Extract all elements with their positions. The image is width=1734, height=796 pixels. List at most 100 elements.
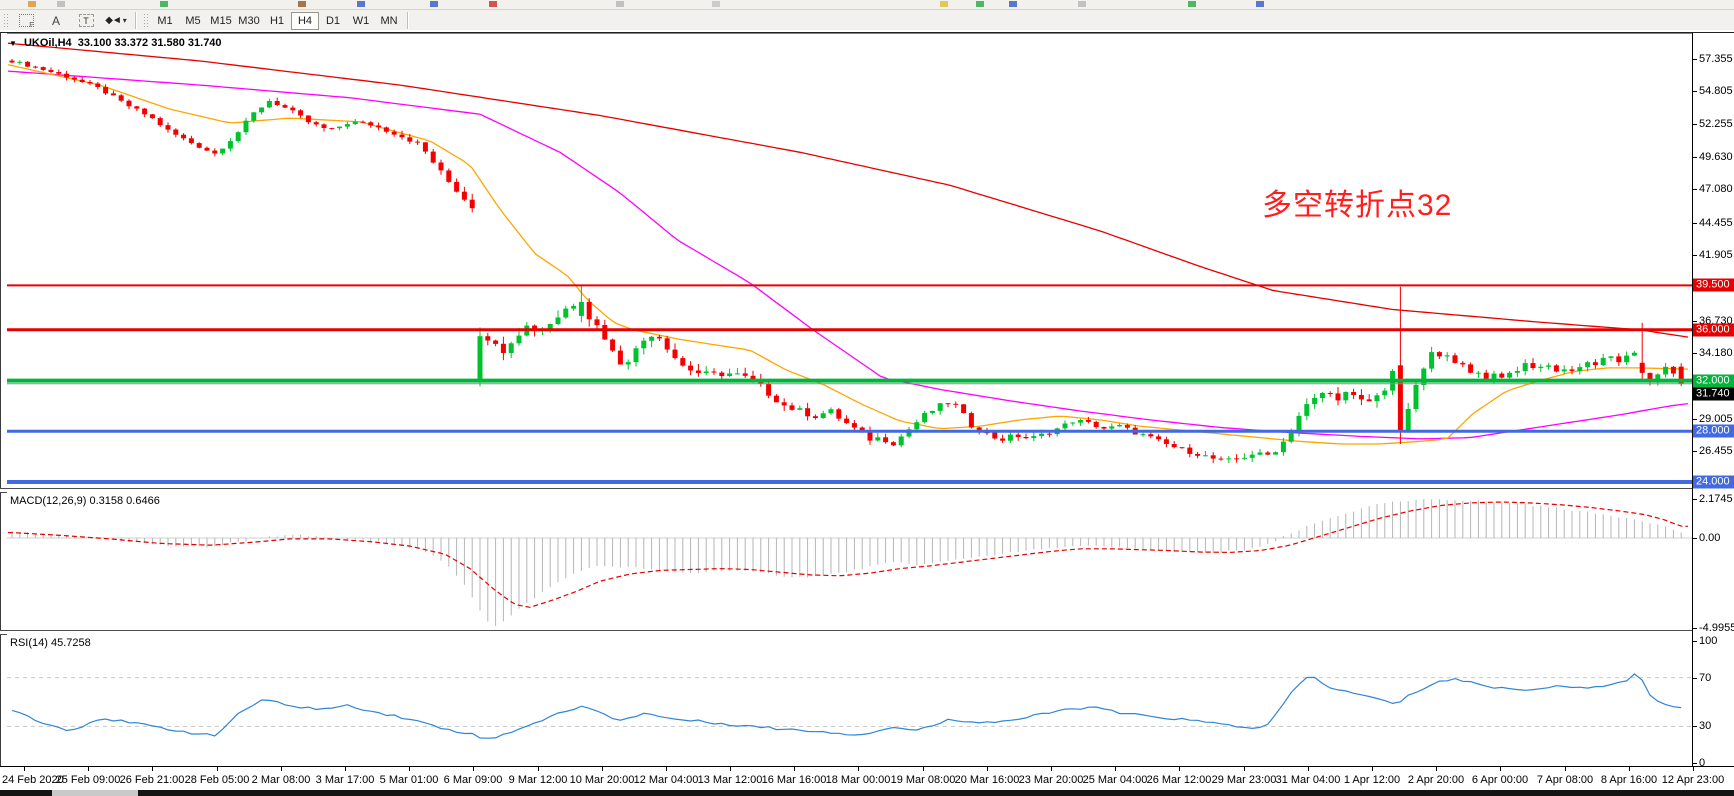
chart-annotation-text[interactable]: 多空转折点32 bbox=[1262, 189, 1453, 222]
price-badge: 36.000 bbox=[1693, 323, 1734, 337]
time-tick-mark bbox=[666, 767, 667, 771]
price-tick-mark bbox=[1693, 321, 1697, 322]
time-tick-mark bbox=[1693, 767, 1694, 771]
price-tick-mark bbox=[1693, 124, 1697, 125]
time-tick-mark bbox=[1565, 767, 1566, 771]
ohlc-values: 33.100 33.372 31.580 31.740 bbox=[77, 37, 222, 49]
clipped-icon bbox=[616, 1, 624, 7]
clipped-icon bbox=[1078, 1, 1086, 7]
price-badge: 24.000 bbox=[1693, 475, 1734, 489]
time-label: 20 Mar 16:00 bbox=[954, 774, 1020, 786]
price-tick-mark bbox=[1693, 451, 1697, 452]
time-label: 19 Mar 08:00 bbox=[890, 774, 956, 786]
timeframe-button-h1[interactable]: H1 bbox=[269, 14, 285, 27]
time-tick-mark bbox=[1051, 767, 1052, 771]
time-label: 28 Feb 05:00 bbox=[184, 774, 250, 786]
clipped-icon bbox=[1009, 1, 1017, 7]
timeframe-button-h4[interactable]: H4 bbox=[291, 11, 319, 30]
time-tick-mark bbox=[217, 767, 218, 771]
price-tick-mark bbox=[1693, 59, 1697, 60]
price-badge: 32.000 bbox=[1693, 374, 1734, 388]
bottom-edge-segment bbox=[52, 790, 138, 796]
rsi-tick-mark bbox=[1693, 726, 1697, 727]
price-tick-label: 47.080 bbox=[1699, 183, 1733, 195]
macd-tick-mark bbox=[1693, 628, 1697, 629]
text-label-tool-button[interactable]: T bbox=[71, 11, 101, 30]
time-label: 25 Mar 04:00 bbox=[1082, 774, 1148, 786]
timeframe-button-d1[interactable]: D1 bbox=[325, 14, 341, 27]
clipped-icon bbox=[430, 1, 438, 7]
rsi-axis-label: 70 bbox=[1699, 672, 1712, 684]
time-label: 1 Apr 12:00 bbox=[1343, 774, 1401, 786]
time-label: 29 Mar 23:00 bbox=[1211, 774, 1277, 786]
chart-title[interactable]: ▼ UKOil,H4 33.100 33.372 31.580 31.740 bbox=[9, 37, 222, 49]
time-label: 31 Mar 04:00 bbox=[1275, 774, 1341, 786]
macd-axis-label: 0.00 bbox=[1699, 532, 1721, 544]
clipped-icon bbox=[712, 1, 720, 7]
time-tick-mark bbox=[1629, 767, 1630, 771]
clipped-icon bbox=[28, 1, 36, 7]
toolbar-separator bbox=[407, 12, 408, 29]
shapes-tool-button[interactable]: ◆◄ ▾ bbox=[101, 11, 131, 30]
chart-area: ▼ UKOil,H4 33.100 33.372 31.580 31.740 多… bbox=[0, 30, 1734, 791]
time-label: 25 Feb 09:00 bbox=[55, 774, 121, 786]
timeframe-button-m30[interactable]: M30 bbox=[238, 14, 260, 27]
time-label: 12 Apr 23:00 bbox=[1661, 774, 1725, 786]
text-label-icon: T bbox=[78, 14, 94, 27]
price-badge: 31.740 bbox=[1693, 387, 1734, 401]
timeframe-button-m5[interactable]: M5 bbox=[185, 14, 201, 27]
rsi-panel[interactable] bbox=[7, 633, 1692, 766]
rsi-axis-label: 0 bbox=[1699, 757, 1706, 769]
rsi-axis-label: 30 bbox=[1699, 720, 1712, 732]
clipped-icon bbox=[489, 1, 497, 7]
timeframe-button-w1[interactable]: W1 bbox=[352, 14, 370, 27]
rsi-indicator-label: RSI(14) 45.7258 bbox=[10, 637, 91, 649]
price-tick-mark bbox=[1693, 189, 1697, 190]
time-tick-mark bbox=[1179, 767, 1180, 771]
time-label: 8 Apr 16:00 bbox=[1600, 774, 1658, 786]
time-label: 2 Mar 08:00 bbox=[251, 774, 311, 786]
timeframe-button-group: M1 M5 M15 M30 H1 H4 D1 W1 MN bbox=[151, 11, 403, 30]
time-label: 26 Mar 12:00 bbox=[1146, 774, 1212, 786]
clipped-icon bbox=[298, 1, 306, 7]
price-tick-mark bbox=[1693, 353, 1697, 354]
text-tool-button[interactable]: A bbox=[41, 11, 71, 30]
time-label: 10 Mar 20:00 bbox=[569, 774, 635, 786]
time-label: 2 Apr 20:00 bbox=[1407, 774, 1465, 786]
time-axis[interactable]: 24 Feb 2020 25 Feb 09:00 26 Feb 21:00 28 Fe… bbox=[0, 766, 1734, 791]
time-tick-mark bbox=[602, 767, 603, 771]
clipped-icon bbox=[57, 1, 65, 7]
time-tick-mark bbox=[281, 767, 282, 771]
time-tick-mark bbox=[1244, 767, 1245, 771]
main-price-panel[interactable] bbox=[7, 33, 1692, 488]
timeframe-button-m15[interactable]: M15 bbox=[210, 14, 232, 27]
symbol-dropdown-icon[interactable]: ▼ bbox=[9, 39, 17, 48]
timeframe-button-mn[interactable]: MN bbox=[380, 14, 398, 27]
time-label: 12 Mar 04:00 bbox=[633, 774, 699, 786]
price-axis[interactable]: 57.355 54.805 52.255 49.630 47.080 44.455 41.9… bbox=[1692, 33, 1734, 769]
macd-indicator-label: MACD(12,26,9) 0.3158 0.6466 bbox=[10, 495, 160, 507]
macd-tick-mark bbox=[1693, 499, 1697, 500]
crosshair-icon: F bbox=[18, 14, 34, 29]
time-tick-mark bbox=[1308, 767, 1309, 771]
timeframe-button-m1[interactable]: M1 bbox=[157, 14, 173, 27]
time-tick-mark bbox=[88, 767, 89, 771]
text-a-icon: A bbox=[51, 13, 60, 28]
crosshair-tool-button[interactable]: F bbox=[11, 11, 41, 30]
time-label: 23 Mar 20:00 bbox=[1018, 774, 1084, 786]
time-label: 6 Mar 09:00 bbox=[443, 774, 503, 786]
clipped-icon bbox=[940, 1, 948, 7]
price-tick-mark bbox=[1693, 91, 1697, 92]
timeframe-drag-handle[interactable] bbox=[143, 13, 148, 28]
time-label: 7 Apr 08:00 bbox=[1536, 774, 1594, 786]
price-tick-label: 34.180 bbox=[1699, 347, 1733, 359]
toolbar-drag-handle[interactable] bbox=[3, 13, 8, 28]
price-tick-label: 52.255 bbox=[1699, 118, 1733, 130]
toolbar-separator bbox=[135, 12, 136, 29]
time-tick-mark bbox=[794, 767, 795, 771]
price-tick-label: 26.455 bbox=[1699, 445, 1733, 457]
price-tick-mark bbox=[1693, 157, 1697, 158]
macd-panel[interactable] bbox=[7, 491, 1692, 630]
price-badge: 39.500 bbox=[1693, 278, 1734, 292]
time-tick-mark bbox=[923, 767, 924, 771]
